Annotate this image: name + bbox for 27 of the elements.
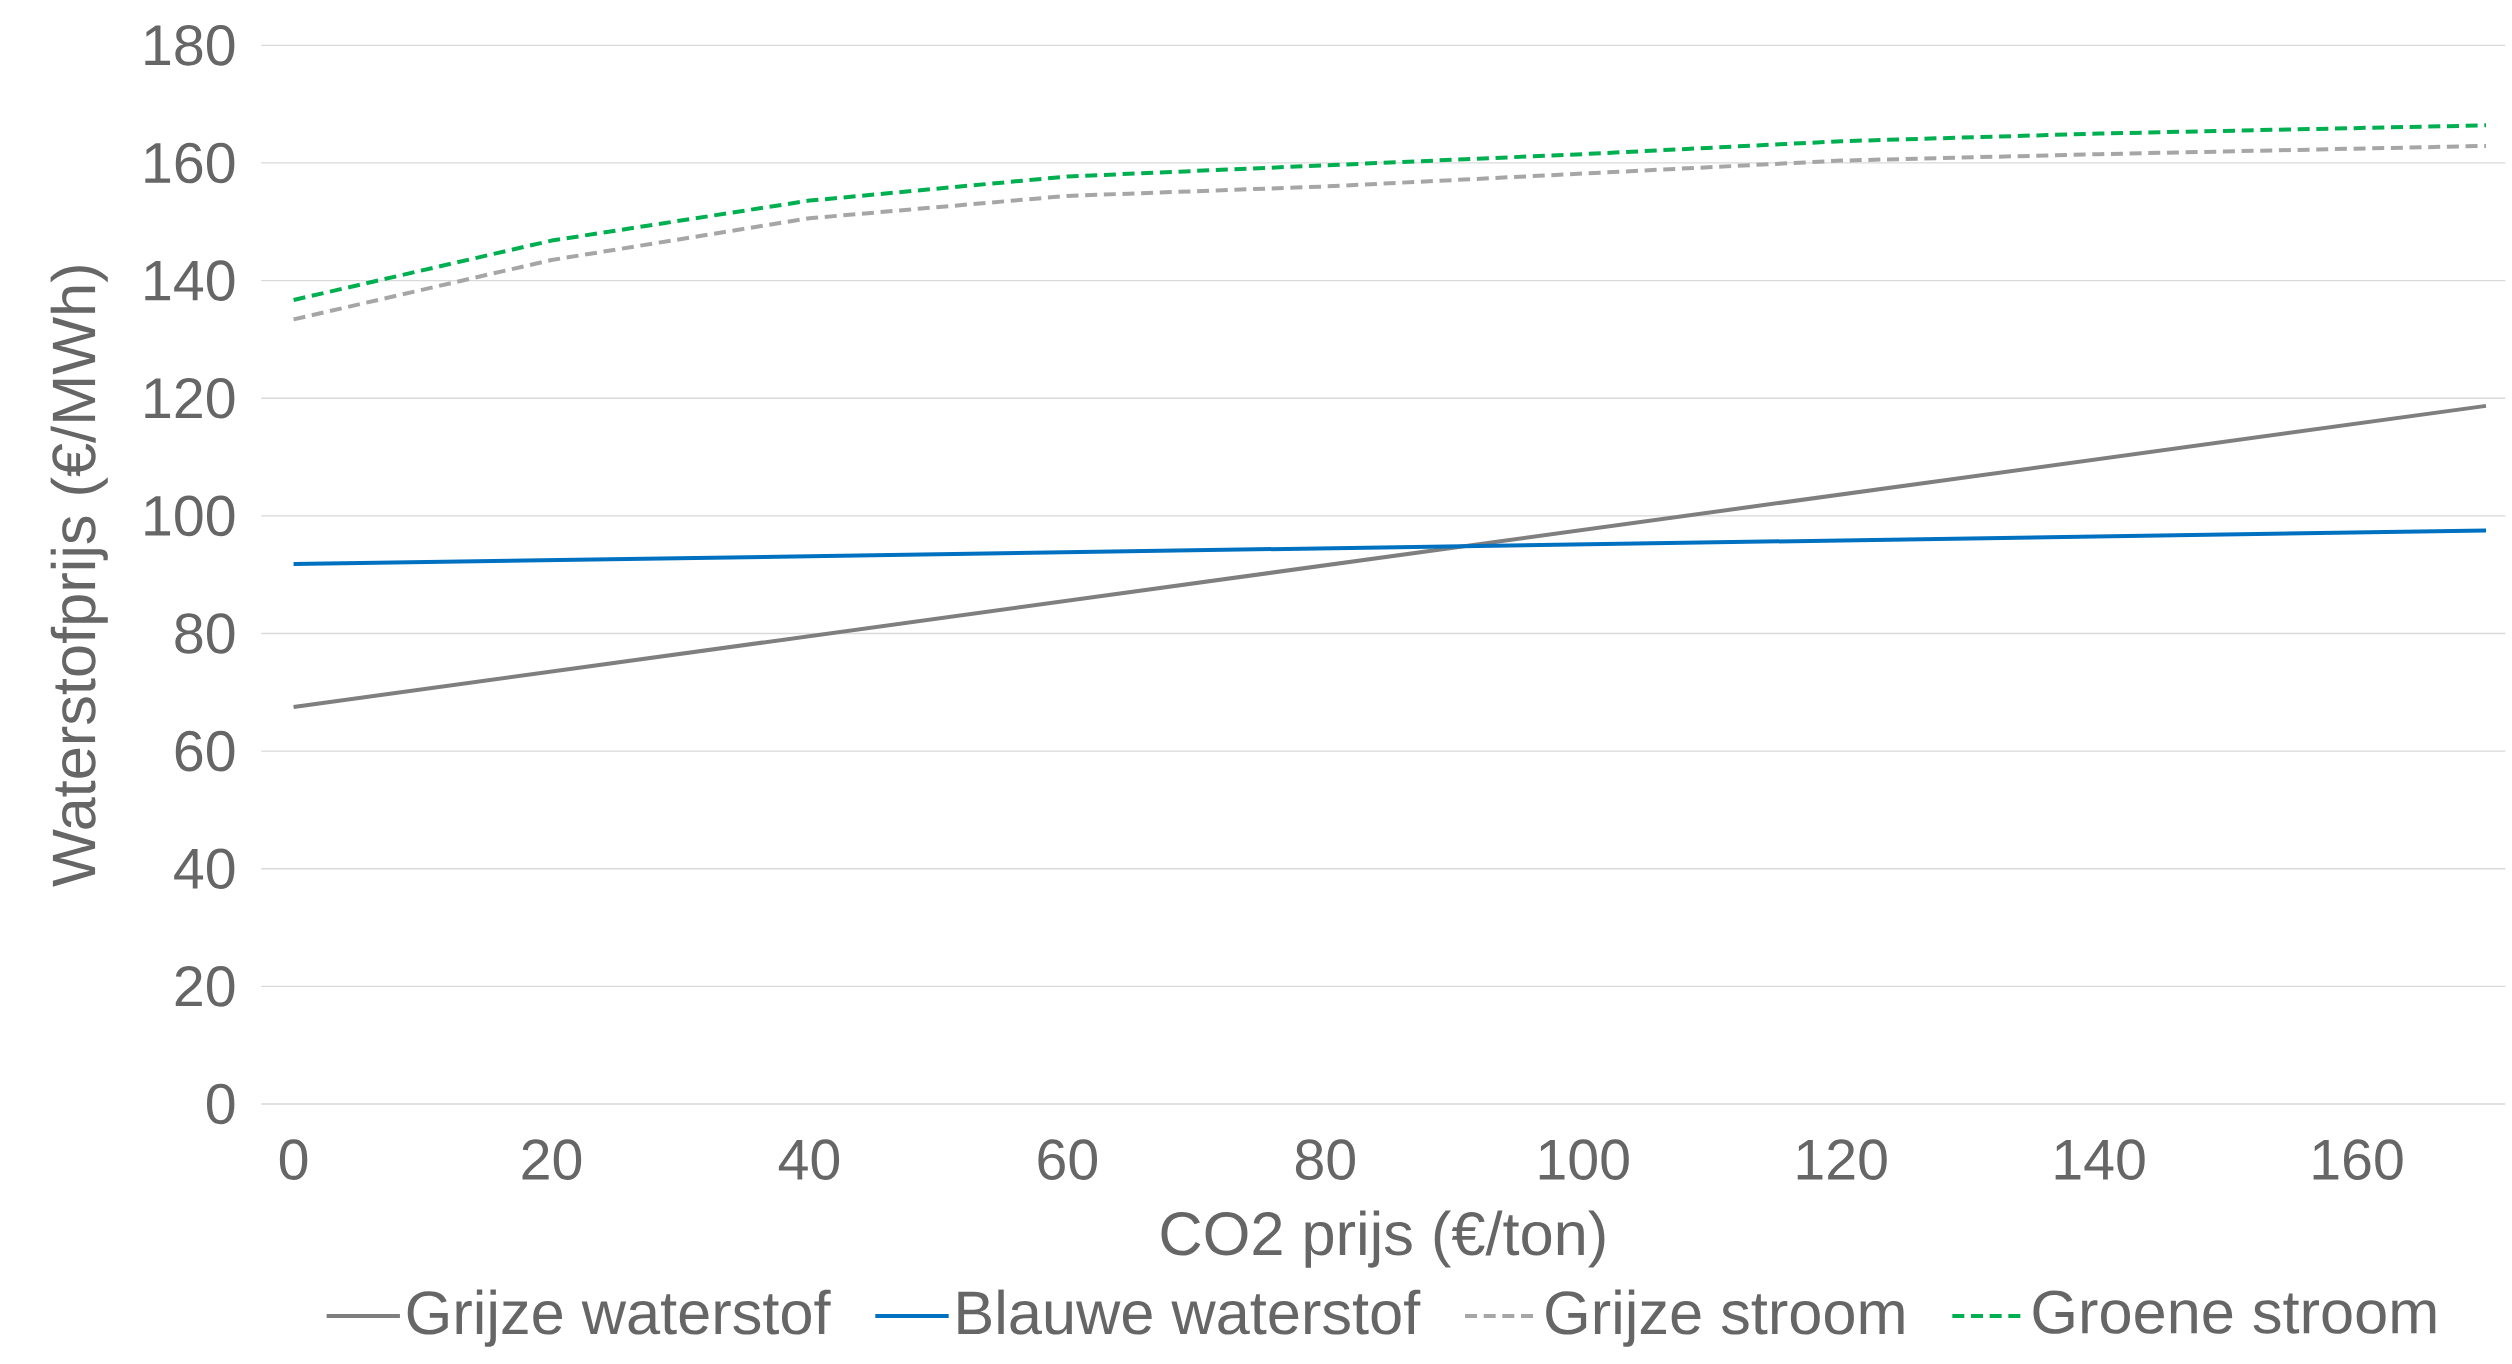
x-tick-label: 100 bbox=[1539, 1139, 1629, 1180]
x-tick-label: 120 bbox=[1797, 1139, 1887, 1180]
y-tick-label: 140 bbox=[145, 260, 235, 301]
y-tick-label: 0 bbox=[206, 1083, 235, 1125]
x-tick-label: 60 bbox=[1038, 1139, 1098, 1180]
line-series bbox=[291, 143, 2489, 322]
y-tick-label: 60 bbox=[175, 730, 235, 772]
x-tick-label: 80 bbox=[1295, 1139, 1355, 1180]
x-tick-label: 140 bbox=[2055, 1139, 2145, 1180]
x-tick-label: 40 bbox=[778, 1139, 840, 1180]
y-tick-label: 100 bbox=[145, 495, 235, 537]
y-tick-label: 40 bbox=[174, 848, 235, 890]
y-tick-label: 120 bbox=[145, 377, 235, 419]
legend-label: Grijze stroom bbox=[1546, 1289, 1904, 1347]
y-tick-label: 80 bbox=[175, 613, 235, 654]
y-tick-label: 160 bbox=[145, 142, 235, 184]
x-tick-label: 160 bbox=[2313, 1139, 2403, 1180]
y-tick-label: 180 bbox=[145, 25, 235, 66]
legend-label: Grijze waterstof bbox=[407, 1289, 831, 1347]
x-tick-label: 0 bbox=[279, 1139, 308, 1180]
line-series bbox=[291, 123, 2489, 302]
y-tick-label: 20 bbox=[175, 966, 235, 1007]
y-axis-title: Waterstofprijs (€/MWh) bbox=[50, 266, 108, 887]
x-tick-label: 20 bbox=[522, 1139, 582, 1180]
legend-label: Blauwe waterstof bbox=[958, 1289, 1421, 1335]
legend-label: Groene stroom bbox=[2033, 1290, 2436, 1334]
x-axis-title: CO2 prijs (€/ton) bbox=[1161, 1210, 1605, 1268]
